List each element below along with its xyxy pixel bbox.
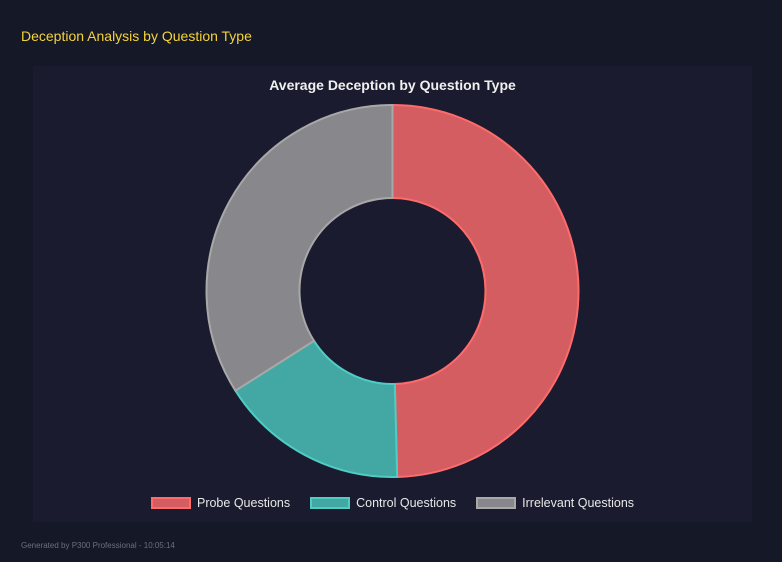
legend-item-irrelevant[interactable]: Irrelevant Questions	[476, 496, 634, 510]
legend-label: Probe Questions	[196, 496, 291, 510]
donut-chart	[205, 103, 580, 478]
legend-item-probe[interactable]: Probe Questions	[150, 496, 291, 510]
footer-text: Generated by P300 Professional - 10:05:1…	[21, 541, 175, 550]
donut-slice-control-questions[interactable]	[234, 339, 399, 478]
donut-slice-probe-questions[interactable]	[391, 103, 580, 478]
donut-slice-irrelevant-questions[interactable]	[205, 103, 394, 393]
legend-item-control[interactable]: Control Questions	[310, 496, 456, 510]
legend: Probe Questions Control Questions Irrele…	[33, 496, 752, 510]
legend-swatch	[476, 497, 517, 509]
chart-panel: Average Deception by Question Type Probe…	[33, 66, 752, 522]
legend-label: Irrelevant Questions	[522, 496, 635, 510]
legend-swatch	[150, 497, 191, 509]
legend-label: Control Questions	[356, 496, 457, 510]
page-title: Deception Analysis by Question Type	[21, 28, 252, 44]
chart-title: Average Deception by Question Type	[269, 77, 516, 93]
legend-swatch	[310, 497, 351, 509]
